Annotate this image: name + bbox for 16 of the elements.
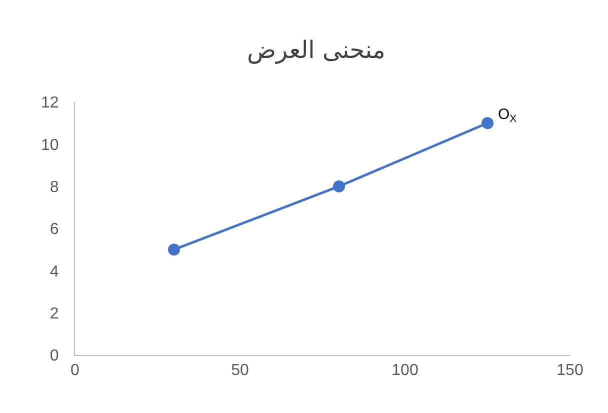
x-tick-label: 0 [70, 362, 80, 380]
y-tick-label: 12 [41, 94, 59, 112]
y-tick-label: 0 [50, 348, 59, 365]
annotation: O$_{X}$ [498, 106, 517, 126]
y-tick-label: 2 [50, 305, 59, 322]
y-tick-label: 4 [50, 263, 59, 280]
y-tick-label: 8 [50, 178, 59, 196]
point [333, 180, 345, 192]
x-tick-label: 150 [556, 362, 584, 380]
y-tick-label: 10 [41, 136, 59, 154]
x-tick-label: 100 [392, 362, 418, 380]
point [168, 244, 180, 256]
y-tick-label: 6 [50, 221, 59, 238]
point [482, 117, 494, 130]
chart-title: منحنى العرض [247, 36, 386, 64]
x-tick-label: 50 [231, 362, 249, 380]
